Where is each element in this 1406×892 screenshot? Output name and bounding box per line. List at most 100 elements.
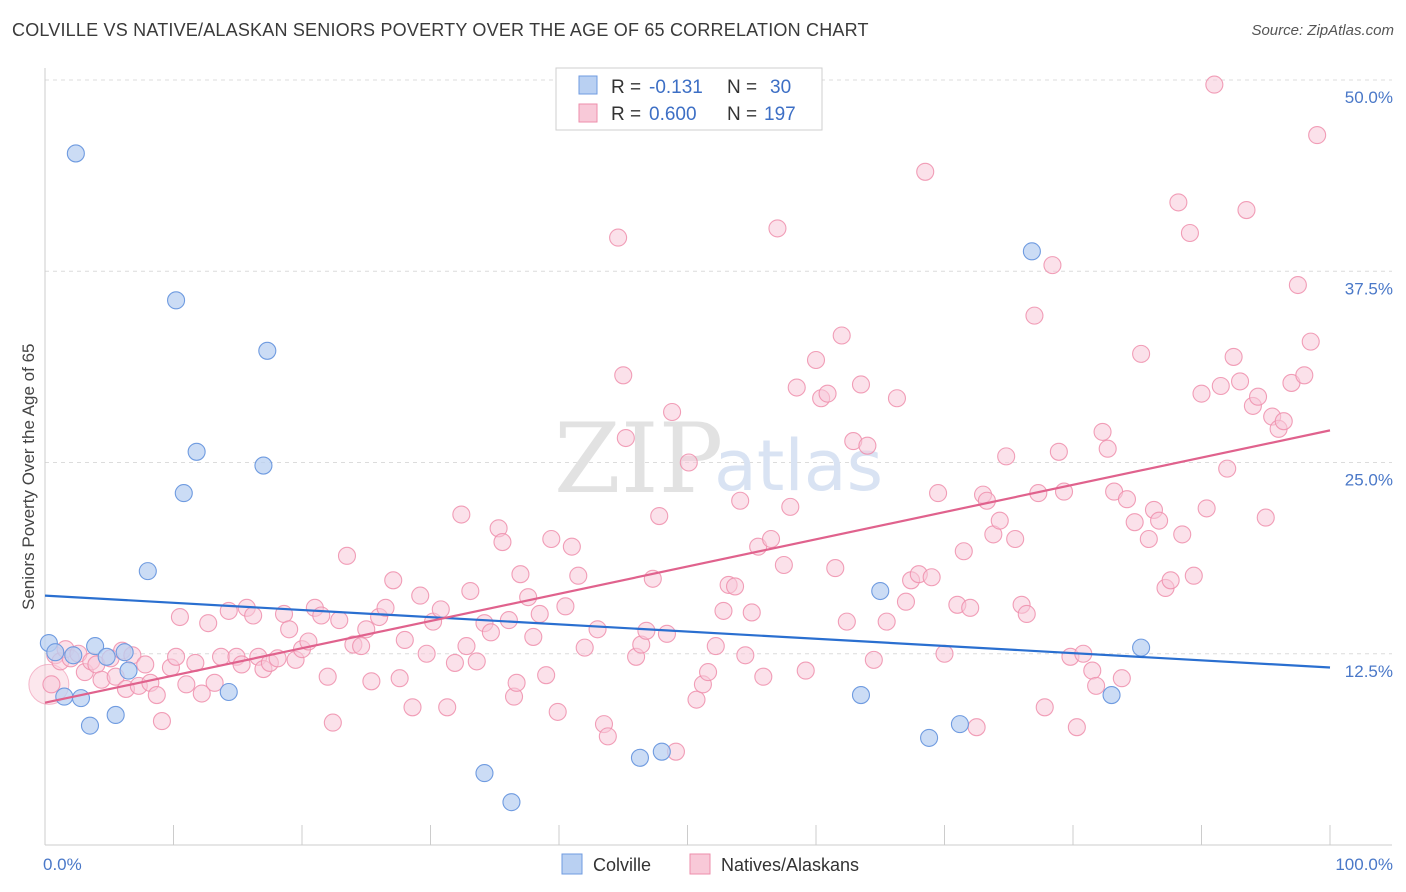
native-point-18 bbox=[147, 686, 166, 705]
native-point-77 bbox=[519, 588, 538, 607]
chart-title: COLVILLE VS NATIVE/ALASKAN SENIORS POVER… bbox=[12, 20, 869, 40]
native-point-174 bbox=[1169, 193, 1188, 212]
colville-point-17 bbox=[254, 456, 273, 475]
native-point-67 bbox=[461, 581, 480, 601]
source-label: Source: ZipAtlas.com bbox=[1251, 22, 1394, 39]
native-point-60 bbox=[417, 644, 436, 663]
native-points bbox=[28, 75, 1327, 761]
colville-point-24 bbox=[851, 686, 871, 705]
y-tick-label-1: 25.0% bbox=[1345, 471, 1393, 490]
native-point-171 bbox=[1150, 511, 1169, 530]
colville-point-4 bbox=[71, 689, 91, 708]
native-point-70 bbox=[481, 623, 500, 642]
colville-r-value: -0.131 bbox=[649, 77, 703, 98]
native-n-value: 197 bbox=[764, 104, 796, 125]
colville-point-13 bbox=[167, 291, 186, 310]
native-point-140 bbox=[954, 542, 973, 561]
native-r-value: 0.600 bbox=[649, 104, 697, 125]
native-point-80 bbox=[537, 666, 556, 685]
native-point-115 bbox=[768, 219, 787, 238]
native-point-177 bbox=[1184, 566, 1203, 585]
native-point-193 bbox=[1288, 275, 1307, 295]
native-point-86 bbox=[575, 638, 594, 657]
native-point-195 bbox=[1301, 332, 1320, 351]
native-point-154 bbox=[1043, 256, 1062, 275]
colville-point-5 bbox=[66, 144, 85, 163]
colville-point-9 bbox=[106, 705, 125, 725]
native-point-118 bbox=[787, 378, 806, 397]
native-point-23 bbox=[177, 675, 196, 694]
colville-point-2 bbox=[64, 646, 83, 665]
native-point-62 bbox=[431, 600, 450, 619]
native-point-28 bbox=[211, 647, 231, 666]
native-point-114 bbox=[761, 529, 781, 549]
y-tick-label-0: 12.5% bbox=[1345, 662, 1393, 681]
native-point-106 bbox=[714, 601, 733, 620]
native-point-16 bbox=[136, 655, 155, 674]
native-point-79 bbox=[530, 604, 549, 624]
native-point-179 bbox=[1197, 499, 1216, 518]
colville-n-label: N = bbox=[727, 77, 757, 98]
native-point-26 bbox=[199, 614, 218, 633]
native-point-128 bbox=[858, 436, 877, 455]
native-point-63 bbox=[438, 698, 457, 717]
native-point-188 bbox=[1256, 508, 1275, 527]
native-point-184 bbox=[1231, 372, 1250, 391]
native-point-76 bbox=[511, 565, 530, 584]
native-point-113 bbox=[754, 667, 773, 686]
native-point-104 bbox=[699, 663, 718, 682]
native-point-162 bbox=[1093, 422, 1112, 441]
native-point-175 bbox=[1173, 525, 1192, 544]
native-point-75 bbox=[507, 673, 526, 692]
native-point-108 bbox=[725, 577, 745, 596]
native-point-163 bbox=[1098, 439, 1117, 458]
native-point-141 bbox=[961, 598, 980, 617]
colville-point-15 bbox=[187, 442, 206, 461]
native-point-137 bbox=[929, 484, 948, 503]
native-point-176 bbox=[1180, 223, 1199, 243]
colville-point-11 bbox=[119, 661, 138, 680]
bottom-legend: Colville Natives/Alaskans bbox=[561, 853, 859, 875]
colville-point-27 bbox=[1022, 242, 1041, 261]
native-point-68 bbox=[467, 652, 486, 671]
colville-n-value: 30 bbox=[770, 77, 791, 98]
colville-points bbox=[39, 144, 1151, 812]
native-point-122 bbox=[818, 384, 837, 403]
watermark-zip: ZIP bbox=[554, 403, 723, 515]
native-point-0 bbox=[42, 675, 61, 694]
native-point-178 bbox=[1192, 384, 1211, 403]
colville-point-20 bbox=[502, 793, 521, 812]
native-point-194 bbox=[1295, 366, 1314, 385]
x-tick-label-max: 100.0% bbox=[1335, 855, 1393, 874]
native-point-27 bbox=[205, 673, 224, 692]
y-tick-label-2: 37.5% bbox=[1345, 279, 1393, 298]
native-point-90 bbox=[609, 228, 628, 247]
native-point-25 bbox=[192, 684, 211, 703]
native-point-181 bbox=[1211, 376, 1230, 396]
native-point-45 bbox=[318, 667, 337, 686]
native-point-66 bbox=[457, 637, 476, 656]
colville-point-14 bbox=[174, 484, 193, 503]
native-point-136 bbox=[922, 568, 941, 587]
native-point-182 bbox=[1218, 459, 1237, 478]
trend-lines bbox=[44, 429, 1331, 704]
native-point-55 bbox=[384, 571, 403, 590]
native-trend-line bbox=[44, 429, 1331, 704]
native-point-33 bbox=[244, 606, 263, 625]
native-point-64 bbox=[445, 653, 464, 672]
native-point-44 bbox=[312, 606, 331, 625]
native-point-109 bbox=[731, 491, 750, 510]
y-axis-title: Seniors Poverty Over the Age of 65 bbox=[19, 344, 38, 610]
axes bbox=[44, 68, 1392, 846]
native-point-58 bbox=[403, 698, 422, 717]
native-point-142 bbox=[967, 718, 986, 737]
native-point-191 bbox=[1274, 412, 1293, 431]
colville-swatch bbox=[578, 75, 598, 95]
colville-point-28 bbox=[1102, 686, 1121, 705]
native-point-56 bbox=[390, 669, 409, 688]
native-point-196 bbox=[1308, 126, 1327, 145]
colville-point-23 bbox=[871, 581, 890, 601]
native-point-82 bbox=[548, 702, 567, 721]
native-point-85 bbox=[569, 566, 588, 585]
native-point-110 bbox=[736, 646, 755, 665]
